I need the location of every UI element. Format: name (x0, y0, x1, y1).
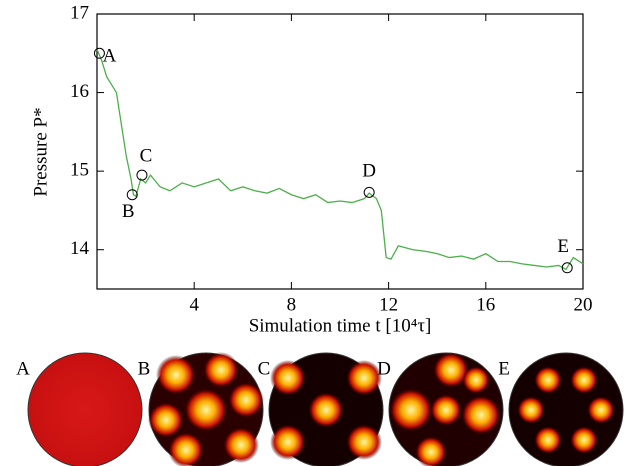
panel-image (28, 353, 142, 466)
x-tick-label: 16 (476, 294, 495, 315)
y-tick-label: 15 (70, 160, 89, 181)
annotation-marker (137, 170, 147, 180)
panel-label: B (138, 358, 151, 379)
plot-frame (97, 14, 583, 289)
panel-label: E (498, 358, 510, 379)
panel-label: C (258, 358, 271, 379)
y-tick-label: 16 (70, 81, 89, 102)
data-line (97, 49, 583, 269)
y-axis-label: Pressure P* (30, 107, 51, 196)
y-tick-label: 14 (70, 238, 90, 259)
x-tick-label: 4 (189, 294, 199, 315)
x-tick-label: 20 (574, 294, 593, 315)
annotation-label: A (103, 46, 117, 67)
panel-label: D (377, 358, 391, 379)
annotation-label: B (122, 201, 135, 222)
x-tick-label: 12 (379, 294, 398, 315)
x-axis-label: Simulation time t [10⁴τ] (249, 315, 432, 336)
annotation-label: D (362, 161, 376, 182)
panel-label: A (16, 358, 30, 379)
x-tick-label: 8 (287, 294, 297, 315)
panel-images (28, 352, 623, 466)
y-tick-label: 17 (70, 2, 89, 23)
annotation-label: E (557, 236, 569, 257)
annotation-label: C (140, 145, 153, 166)
figure: Simulation time t [10⁴τ] Pressure P* 14 1… (0, 0, 636, 466)
